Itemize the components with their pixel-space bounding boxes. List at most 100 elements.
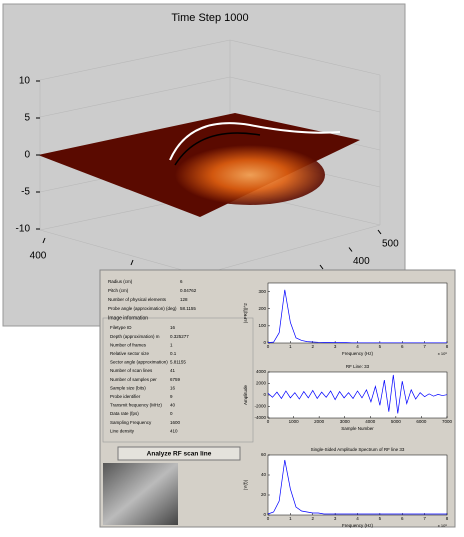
axes [267, 454, 448, 516]
x-tick-label: 6000 [416, 419, 427, 424]
info-label: Filetype ID [110, 325, 132, 330]
info-value: 0.325277 [170, 334, 189, 339]
info-label: Line density [110, 428, 135, 433]
x-axis-label: Frequency (Hz) [342, 523, 374, 528]
z-tick-label: -10 [16, 224, 31, 235]
group-frame [102, 317, 254, 443]
right-axis-tick-label: 500 [382, 239, 399, 250]
info-label: Sample size (bits) [110, 385, 146, 390]
right-axis-tick [348, 247, 353, 252]
ultrasound-thumbnail [103, 463, 178, 525]
info-value: 41 [170, 368, 176, 373]
y-tick-label: 0 [263, 340, 266, 345]
y-tick-label: 40 [261, 472, 267, 477]
x-tick-label: 4 [356, 516, 359, 521]
y-tick-label: -2000 [254, 404, 266, 409]
param-label: Number of physical elements [108, 297, 167, 302]
info-label: Probe identifier [110, 394, 141, 399]
x-tick-label: 0 [267, 419, 270, 424]
x-tick-label: 5 [379, 516, 382, 521]
info-value: 40 [170, 403, 176, 408]
x-axis-label: Sample Number [341, 426, 374, 431]
left-axis-tick [130, 259, 134, 266]
info-value: 410 [170, 428, 178, 433]
x-tick-label: 5000 [391, 419, 402, 424]
y-tick-label: 200 [258, 306, 266, 311]
x-tick-label: 3 [334, 516, 337, 521]
z-tick-label: 0 [24, 150, 30, 161]
info-value: 6759 [170, 377, 181, 382]
y-axis-label: Amplitude [243, 385, 248, 406]
info-label: Sector angle (approximation) [110, 360, 168, 365]
signal-line [267, 289, 447, 344]
info-value: 9 [170, 394, 173, 399]
x-tick-label: 4000 [365, 419, 376, 424]
info-label: Transmit frequency (MHz) [110, 403, 162, 408]
y-tick-label: 20 [261, 492, 267, 497]
info-value: 1 [170, 342, 173, 347]
x-tick-label: 0 [267, 516, 270, 521]
info-label: Number of frames [110, 342, 147, 347]
x-tick-label: 6 [401, 516, 404, 521]
surface-ridge [169, 122, 341, 161]
z-tick-label: 10 [19, 76, 31, 87]
info-value: 0.1 [170, 351, 177, 356]
y-tick-label: 0 [263, 512, 266, 517]
x-tick-label: 2 [311, 344, 314, 349]
y-tick-label: 2000 [256, 381, 267, 386]
param-label: Pitch (cm) [108, 288, 129, 293]
left-axis-tick-label: 400 [30, 251, 47, 262]
chart-title: RF Line: 33 [346, 364, 370, 369]
y-tick-label: 0 [263, 392, 266, 397]
y-axis-label: |Y(f)| [243, 480, 248, 490]
param-value: 6 [180, 279, 183, 284]
x-tick-label: 7 [423, 344, 426, 349]
x-tick-label: 1 [289, 516, 292, 521]
param-field [178, 287, 248, 295]
button-label[interactable]: Analyze RF scan line [147, 451, 212, 458]
info-label: Data rate (fps) [110, 411, 139, 416]
y-tick-label: 60 [261, 452, 267, 457]
analyze-button[interactable] [117, 446, 241, 461]
info-label: Number of scan lines [110, 368, 153, 373]
y-tick-label: -4000 [254, 415, 266, 420]
param-value: 58.1155 [180, 306, 196, 311]
y-tick-label: 100 [258, 323, 266, 328]
info-value: 0 [170, 411, 173, 416]
z-tick-label: 5 [24, 113, 30, 124]
x-tick-label: 2000 [314, 419, 325, 424]
info-value: 16 [170, 385, 176, 390]
group-title: Image information [108, 315, 148, 321]
x-tick-label: 1000 [289, 419, 300, 424]
y-tick-label: 4000 [256, 369, 267, 374]
x-tick-label: 7000 [442, 419, 453, 424]
plot-title: Time Step 1000 [171, 12, 248, 24]
right-axis-tick [319, 264, 324, 270]
signal-line [267, 459, 447, 515]
info-label: Relative sector size [110, 351, 150, 356]
z-tick-label: -5 [21, 187, 30, 198]
x-tick-label: 0 [267, 344, 270, 349]
right-axis-tick-label: 400 [353, 256, 370, 267]
axes [267, 282, 448, 344]
param-field [178, 305, 248, 313]
x-tick-label: 8 [446, 516, 449, 521]
chart-title: Single-Sided Amplitude Spectrum of RF li… [311, 447, 405, 452]
signal-line [267, 374, 448, 414]
x-tick-label: 2 [311, 516, 314, 521]
info-label: Number of samples per [110, 377, 157, 382]
info-label: Depth (approximation) m [110, 334, 160, 339]
param-field [178, 296, 248, 304]
y-axis-label: |sPR(f)|^2 [243, 303, 248, 323]
x-tick-label: 3000 [340, 419, 351, 424]
surface-ridge [174, 132, 261, 166]
x-tick-label: 4 [356, 344, 359, 349]
info-value: 16 [170, 325, 176, 330]
x-tick-label: 7 [423, 516, 426, 521]
x-exponent: x 10⁶ [438, 523, 448, 528]
param-value: 0.04762 [180, 288, 197, 293]
axes [267, 371, 448, 419]
left-axis-tick [42, 237, 46, 244]
